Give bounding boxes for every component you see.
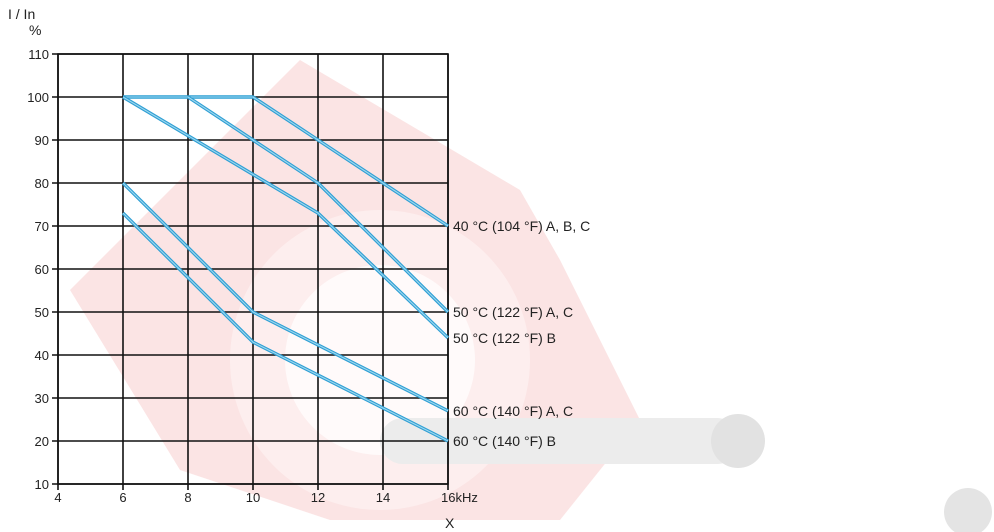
series-label: 50 °C (122 °F) B [453,330,556,346]
y-axis-unit: % [29,22,41,38]
plot-frame [57,53,449,485]
series-lines: 40 °C (104 °F) A, B, C 50 °C (122 °F) A, … [121,95,590,449]
x-tick-label: 14 [376,490,390,505]
series-label: 40 °C (104 °F) A, B, C [453,218,590,234]
series-line-highlight [122,212,449,442]
x-tick-label: 10 [246,490,260,505]
y-tick-label: 20 [35,434,49,449]
y-tick-label: 40 [35,348,49,363]
x-axis-label: X [445,515,455,531]
y-tick-label: 110 [28,47,49,62]
series-line-highlight [187,96,449,313]
x-tick-label: 16kHz [441,490,478,505]
y-tick-label: 90 [35,133,49,148]
y-tick-label: 70 [35,219,49,234]
series-label: 60 °C (140 °F) B [453,433,556,449]
x-tick-label: 4 [54,490,61,505]
series-label: 50 °C (122 °F) A, C [453,304,573,320]
x-tick-label: 8 [184,490,191,505]
y-axis-label: I / In [8,6,35,22]
series-line-highlight [122,182,449,412]
x-tick-label: 12 [311,490,325,505]
watermark [70,60,992,532]
y-tick-label: 80 [35,176,49,191]
series-label: 60 °C (140 °F) A, C [453,403,573,419]
y-tick-label: 10 [35,477,49,492]
tick-labels: 4 6 8 10 12 14 16kHz 10 20 30 40 50 60 70 80 90 100 110 [27,47,478,505]
y-tick-label: 60 [35,262,49,277]
x-tick-label: 6 [119,490,126,505]
y-tick-label: 50 [35,305,49,320]
y-tick-label: 30 [35,391,49,406]
y-tick-label: 100 [27,90,49,105]
series-line-highlight [122,96,449,339]
